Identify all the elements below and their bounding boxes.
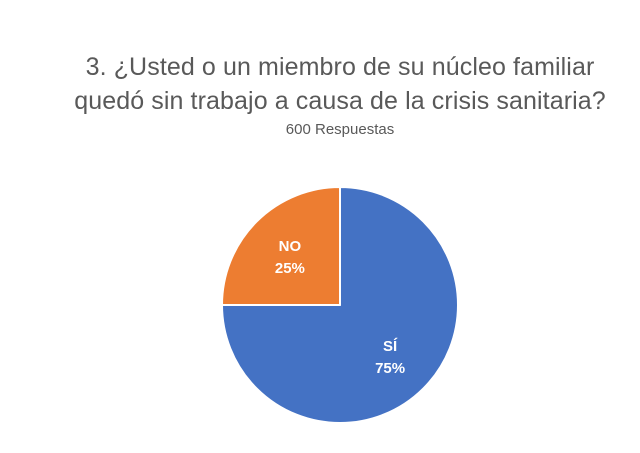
- pie-slices: [221, 186, 459, 424]
- slice-value-label-no: 25%: [275, 260, 305, 277]
- slice-value-label-si: 75%: [375, 360, 405, 377]
- pie-labels: SÍ 75% NO 25%: [275, 238, 405, 377]
- chart-subtitle: 600 Respuestas: [285, 121, 395, 138]
- chart-title-line-2: quedó sin trabajo a causa de la crisis s…: [74, 87, 606, 115]
- chart-title-line-1: 3. ¿Usted o un miembro de su núcleo fami…: [85, 53, 595, 81]
- chart-title: 3. ¿Usted o un miembro de su núcleo fami…: [40, 50, 640, 118]
- slice-category-label-no: NO: [279, 238, 302, 255]
- slice-category-label-si: SÍ: [383, 338, 398, 355]
- pie-slice-no: [221, 186, 341, 306]
- pie-slice-si: [221, 186, 459, 424]
